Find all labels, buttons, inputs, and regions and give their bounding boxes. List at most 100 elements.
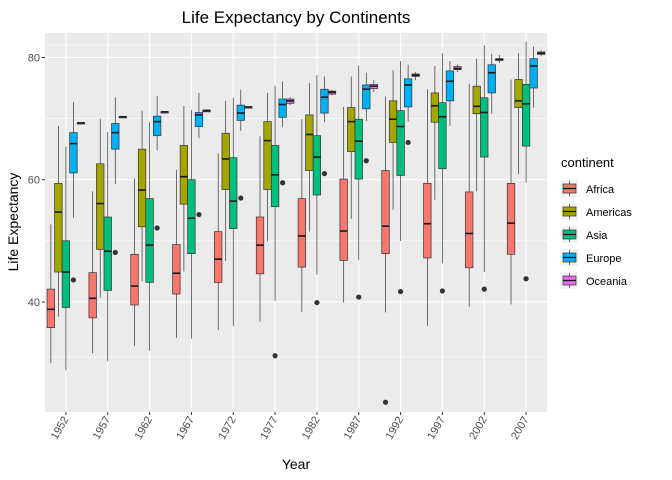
box-body	[430, 92, 440, 123]
box-africa-1992	[381, 96, 390, 405]
box-oceania-1977	[286, 97, 295, 106]
box-asia-1962	[145, 122, 154, 351]
box-americas-1982	[305, 83, 314, 232]
box-body	[172, 244, 181, 295]
box-oceania-1992	[411, 72, 420, 81]
outlier-point	[439, 288, 446, 294]
box-body	[381, 170, 390, 255]
y-tick-label: 40	[28, 297, 40, 309]
box-body	[514, 79, 523, 108]
box-europe-1992	[403, 64, 413, 146]
outlier-point	[363, 158, 369, 164]
outlier-point	[70, 277, 77, 283]
box-body	[221, 132, 230, 190]
box-body	[445, 70, 455, 102]
box-body	[263, 121, 272, 190]
box-asia-1972	[229, 97, 238, 326]
box-americas-1997	[430, 66, 440, 200]
box-europe-1997	[445, 61, 455, 126]
box-body	[465, 191, 474, 269]
box-oceania-2007	[537, 50, 546, 57]
box-africa-1987	[339, 106, 348, 303]
box-body	[88, 272, 97, 319]
box-asia-1982	[312, 75, 322, 306]
legend-item-asia: Asia	[561, 226, 608, 243]
box-oceania-1987	[369, 80, 378, 93]
box-oceania-1972	[244, 106, 253, 109]
legend-label: Europe	[586, 253, 621, 265]
x-tick-label: 1997	[425, 415, 448, 442]
box-body	[46, 288, 55, 328]
box-oceania-1962	[160, 111, 169, 114]
box-africa-2002	[465, 83, 474, 307]
box-body	[270, 145, 280, 207]
box-body	[130, 253, 139, 306]
outlier-point	[523, 276, 529, 282]
y-axis-title: Life Expectancy	[5, 173, 21, 272]
box-oceania-1957	[118, 115, 127, 119]
box-body	[423, 183, 432, 259]
box-body	[61, 240, 71, 308]
y-tick-label: 80	[28, 52, 40, 64]
box-body	[320, 88, 329, 114]
y-tick-label: 60	[28, 175, 40, 187]
box-africa-1957	[88, 191, 97, 354]
legend-title: continent	[561, 155, 614, 170]
box-body	[194, 112, 204, 127]
box-body	[480, 97, 489, 158]
box-body	[305, 114, 314, 171]
chart-title: Life Expectancy by Continents	[182, 8, 411, 27]
box-oceania-1952	[76, 122, 86, 125]
box-body	[137, 148, 147, 228]
box-body	[187, 179, 196, 255]
box-body	[438, 102, 447, 170]
box-asia-1967	[187, 110, 196, 339]
outlier-point	[238, 195, 244, 201]
x-axis: 1952 1957 1962 1967 1972 1977 1982 1987 1992 1997…	[49, 412, 532, 442]
box-africa-2007	[506, 79, 516, 305]
outlier-point	[154, 225, 160, 231]
legend-label: Asia	[586, 230, 608, 242]
outlier-point	[112, 249, 118, 256]
box-body	[388, 100, 398, 143]
box-layer	[46, 41, 546, 405]
box-body	[111, 123, 120, 150]
legend-label: Africa	[586, 184, 615, 196]
box-oceania-1997	[453, 64, 462, 73]
x-tick-label: 1972	[216, 415, 239, 442]
box-asia-1992	[396, 61, 405, 295]
outlier-point	[405, 139, 411, 146]
x-tick-label: 1992	[384, 415, 407, 442]
x-tick-label: 2007	[509, 415, 532, 442]
box-europe-1972	[236, 89, 245, 201]
box-africa-1952	[46, 224, 55, 364]
legend-label: Americas	[586, 207, 632, 219]
outlier-point	[481, 286, 487, 292]
x-tick-label: 1967	[174, 415, 197, 442]
box-asia-1952	[61, 146, 71, 371]
box-body	[472, 85, 481, 115]
box-europe-2002	[487, 53, 496, 114]
outlier-point	[314, 299, 320, 306]
box-europe-2007	[529, 46, 538, 108]
box-americas-1952	[54, 125, 63, 317]
box-europe-1977	[278, 81, 287, 186]
outlier-point	[272, 353, 278, 359]
box-body	[152, 115, 162, 137]
box-body	[214, 231, 223, 283]
box-body	[529, 58, 538, 89]
outlier-point	[196, 211, 202, 218]
plot-panel	[45, 33, 547, 412]
box-africa-1972	[214, 153, 223, 331]
outlier-point	[321, 170, 328, 177]
box-body	[229, 157, 238, 229]
legend-item-africa: Africa	[561, 180, 615, 197]
box-europe-1982	[320, 76, 329, 177]
box-asia-1957	[103, 132, 112, 362]
box-asia-1977	[270, 85, 280, 359]
box-body	[396, 110, 405, 176]
box-body	[54, 183, 63, 273]
box-body	[96, 163, 105, 250]
box-europe-1957	[111, 97, 120, 256]
